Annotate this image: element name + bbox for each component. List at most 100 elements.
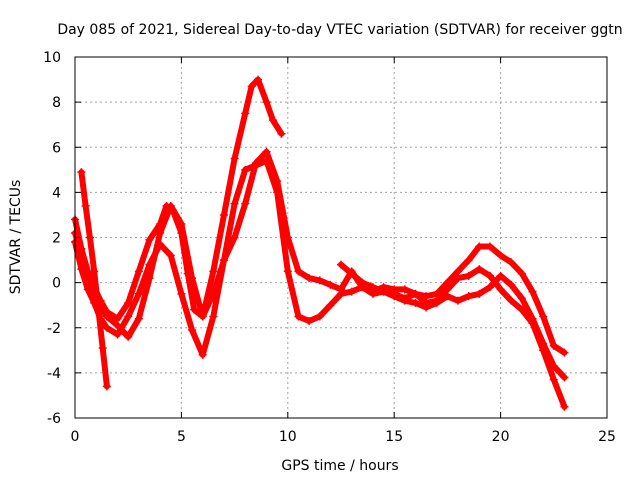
data-point [177,289,186,298]
data-point [90,267,99,276]
data-point [305,316,314,325]
data-point [277,129,286,138]
data-point [241,109,250,118]
data-point [422,292,431,301]
y-tick-label: -6 [47,411,61,427]
y-tick-label: -2 [47,321,61,337]
data-point [464,271,473,280]
data-point [507,280,516,289]
data-point [268,116,277,125]
data-point [411,289,420,298]
data-point [347,269,356,278]
series-track-3 [71,156,569,382]
series-line [72,157,568,381]
data-point [166,201,175,210]
data-point [262,98,271,107]
data-point [273,188,282,197]
series-line [338,243,568,356]
data-point [83,285,92,294]
data-point [230,154,239,163]
data-point [145,235,154,244]
data-point [230,233,239,242]
data-point [496,271,505,280]
data-point [134,314,143,323]
data-point [390,289,399,298]
data-point [262,147,271,156]
y-axis-label: SDTVAR / TECUs [8,180,24,295]
y-tick-label: 8 [52,95,61,111]
y-tick-label: 2 [52,231,61,247]
data-point [124,298,133,307]
data-point [539,312,548,321]
data-point [145,260,154,269]
data-point [507,258,516,267]
data-point [209,267,218,276]
data-point [326,301,335,310]
data-point [528,287,537,296]
data-point [400,294,409,303]
data-point [102,323,111,332]
data-point [411,298,420,307]
data-point [443,278,452,287]
data-point [85,233,94,242]
data-point [241,199,250,208]
x-tick-label: 20 [492,429,510,445]
data-point [124,312,133,321]
data-point [432,298,441,307]
data-point [102,382,111,391]
data-point [528,314,537,323]
data-point [156,228,165,237]
x-tick-label: 0 [71,429,80,445]
data-point [251,161,260,170]
data-point [315,312,324,321]
y-tick-label: 4 [52,185,61,201]
data-point [443,292,452,301]
data-point [549,375,558,384]
data-point [177,219,186,228]
x-tick-label: 10 [279,429,297,445]
data-point [422,303,431,312]
x-tick-label: 25 [598,429,616,445]
y-tick-label: 10 [43,50,61,66]
data-point [337,260,345,269]
data-point [188,326,197,335]
data-point [432,289,441,298]
data-point [507,296,516,305]
data-point [454,296,463,305]
data-point [134,267,143,276]
data-point [400,285,409,294]
data-point [560,373,569,382]
data-point [475,242,484,251]
data-point [113,314,122,323]
data-point [198,312,207,321]
data-point [475,265,484,274]
data-point [81,201,90,210]
data-point [517,294,526,303]
data-point [485,242,494,251]
data-point [560,402,569,411]
data-point [262,156,271,165]
data-point [190,305,199,314]
series-track-5 [337,242,569,357]
x-axis-label: GPS time / hours [281,458,398,474]
data-point [517,269,526,278]
data-point [560,348,569,357]
data-point [102,312,111,321]
data-point [485,271,494,280]
data-point [294,312,303,321]
grid-lines [75,57,607,418]
data-point [188,274,197,283]
data-point [315,276,324,285]
data-point [113,330,122,339]
data-point [379,287,388,296]
data-point [294,267,303,276]
y-tick-label: -4 [47,366,61,382]
data-point [496,251,505,260]
data-point [358,278,367,287]
data-point [347,287,356,296]
y-tick-label: 0 [52,276,61,292]
data-point [496,285,505,294]
data-point [198,350,207,359]
